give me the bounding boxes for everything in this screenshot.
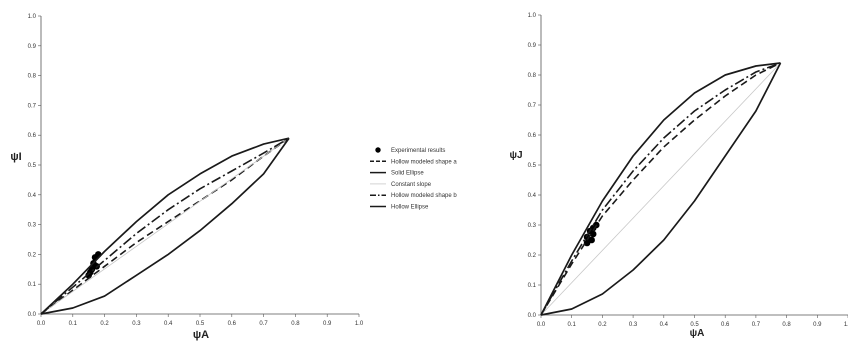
y-tick-label: 0.6 [528, 133, 537, 139]
x-axis-label: ψA [690, 328, 705, 339]
y-tick-label: 0.5 [528, 163, 537, 169]
chart-left: 0.0 0.1 0.2 0.3 0.4 0.5 0.6 0.7 0.8 0.9 1.0 0.0 0.1 0… [10, 14, 364, 341]
x-tick-label: 0.7 [752, 322, 761, 328]
y-tick-label: 0.9 [528, 43, 537, 49]
y-axis-label: ψI [10, 151, 21, 163]
y-tick-label: 0.5 [28, 163, 37, 169]
series-hollow-ellipse-line [540, 62, 782, 316]
series-solid-ellipse-line [540, 62, 781, 316]
legend-label: Solid Ellipse [391, 171, 424, 177]
x-tick-label: 0.1 [568, 322, 577, 328]
y-tick-label: 0.1 [528, 283, 537, 289]
series-hollow-modeled-shape-b-line [540, 62, 781, 316]
y-tick-label: 1.0 [28, 14, 37, 20]
y-tick-label: 0.9 [28, 44, 37, 50]
x-axis-label: ψA [193, 329, 209, 341]
legend-marker-points [375, 147, 381, 153]
y-tick-label: 0.2 [528, 253, 537, 259]
x-tick-label: 0.7 [259, 321, 268, 327]
x-tick-label: 0.9 [813, 322, 822, 328]
series-constant-slope-line [540, 62, 781, 316]
x-tick-label: 0.8 [291, 321, 300, 327]
x-tick-label: 0.6 [721, 322, 730, 328]
y-tick-label: 0.3 [528, 223, 537, 229]
series-hollow-modeled-shape-b-line [40, 137, 290, 315]
y-tick-label: 0.7 [528, 103, 537, 109]
y-axis-label: ψJ [509, 150, 522, 161]
y-tick-label: 0.0 [28, 312, 37, 318]
experimental-point [588, 236, 595, 244]
experimental-point [589, 230, 597, 238]
x-tick-label: 0.4 [660, 322, 669, 328]
x-tick-label: 0.1 [69, 321, 78, 327]
x-tick-label: 1.0 [844, 322, 848, 328]
x-tick-label: 0.2 [100, 321, 109, 327]
legend-label: Hollow modeled shape b [391, 193, 457, 199]
y-tick-label: 0.1 [28, 282, 37, 288]
series-hollow-modeled-shape-a-line [540, 62, 781, 316]
x-tick-label: 0.5 [690, 322, 699, 328]
x-tick-label: 0.0 [37, 321, 46, 327]
x-tick-label: 0.4 [164, 321, 173, 327]
legend-label: Experimental results [391, 148, 445, 154]
y-tick-label: 0.0 [528, 313, 537, 319]
y-tick-label: 0.3 [28, 223, 37, 229]
series-hollow-ellipse-line [40, 137, 290, 315]
y-tick-label: 0.6 [28, 133, 37, 139]
y-tick-label: 1.0 [528, 13, 537, 19]
x-tick-label: 0.2 [598, 322, 607, 328]
chart-right: 0.0 0.1 0.2 0.3 0.4 0.5 0.6 0.7 0.8 0.9 1.0 0.0 0.1 0… [509, 13, 848, 339]
y-tick-label: 0.4 [28, 193, 37, 199]
legend-label: Hollow modeled shape a [391, 159, 457, 165]
y-tick-label: 0.7 [28, 103, 37, 109]
x-tick-label: 1.0 [355, 321, 364, 327]
series-constant-slope-line [40, 137, 290, 315]
y-tick-label: 0.8 [528, 73, 537, 79]
y-tick-label: 0.4 [528, 193, 537, 199]
series-solid-ellipse-line [40, 137, 290, 315]
legend-label: Hollow Ellipse [391, 205, 429, 211]
legend: Experimental results Hollow modeled shape… [370, 147, 457, 211]
x-tick-label: 0.3 [629, 322, 638, 328]
x-tick-label: 0.0 [537, 322, 546, 328]
legend-label: Constant slope [391, 182, 432, 188]
x-tick-label: 0.3 [132, 321, 141, 327]
x-tick-label: 0.8 [782, 322, 791, 328]
x-tick-label: 0.6 [228, 321, 237, 327]
y-tick-label: 0.2 [28, 252, 37, 258]
x-tick-label: 0.5 [196, 321, 205, 327]
y-tick-label: 0.8 [28, 74, 37, 80]
x-tick-label: 0.9 [323, 321, 332, 327]
